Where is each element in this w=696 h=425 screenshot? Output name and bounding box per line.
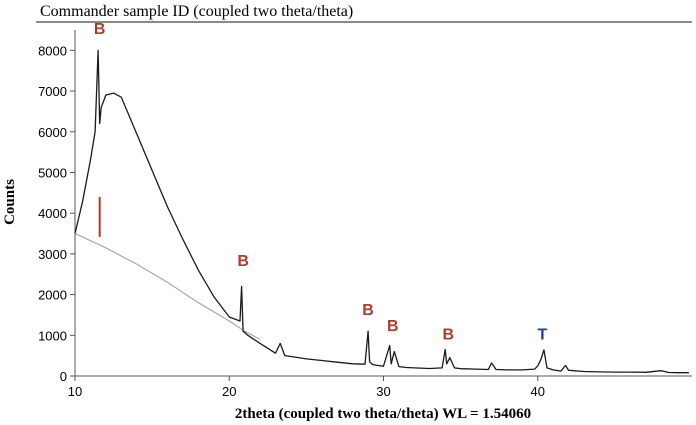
y-tick-label-3: 3000	[38, 247, 67, 262]
y-tick-label-0: 0	[60, 369, 67, 384]
y-tick-label-8: 8000	[38, 43, 67, 58]
peak-label-1: B	[237, 253, 249, 270]
x-tick-label-1: 20	[222, 384, 236, 399]
peak-label-2: B	[362, 302, 374, 319]
pattern-line	[74, 49, 689, 374]
y-tick-label-4: 4000	[38, 206, 67, 221]
y-tick-label-5: 5000	[38, 165, 67, 180]
y-axis-label: Counts	[2, 179, 18, 225]
peak-label-0: B	[94, 21, 106, 38]
x-axis-label: 2theta (coupled two theta/theta) WL = 1.…	[235, 406, 531, 422]
x-tick-label-3: 40	[531, 384, 545, 399]
peak-label-5: T	[537, 326, 547, 343]
background-curve	[74, 232, 261, 340]
y-tick-label-2: 2000	[38, 288, 67, 303]
chart-title: Commander sample ID (coupled two theta/t…	[40, 3, 353, 20]
x-tick-label-2: 30	[376, 384, 390, 399]
background-line	[74, 232, 261, 340]
y-tick-label-7: 7000	[38, 84, 67, 99]
peak-label-3: B	[387, 318, 399, 335]
y-tick-label-6: 6000	[38, 125, 67, 140]
x-tick-label-0: 10	[68, 384, 82, 399]
peak-label-4: B	[443, 326, 455, 343]
axes: 0 1000 2000 3000 4000 5000 6000 7000 8000 10 20 30 4…	[38, 30, 692, 399]
diffraction-pattern	[74, 49, 689, 374]
y-tick-label-1: 1000	[38, 328, 67, 343]
